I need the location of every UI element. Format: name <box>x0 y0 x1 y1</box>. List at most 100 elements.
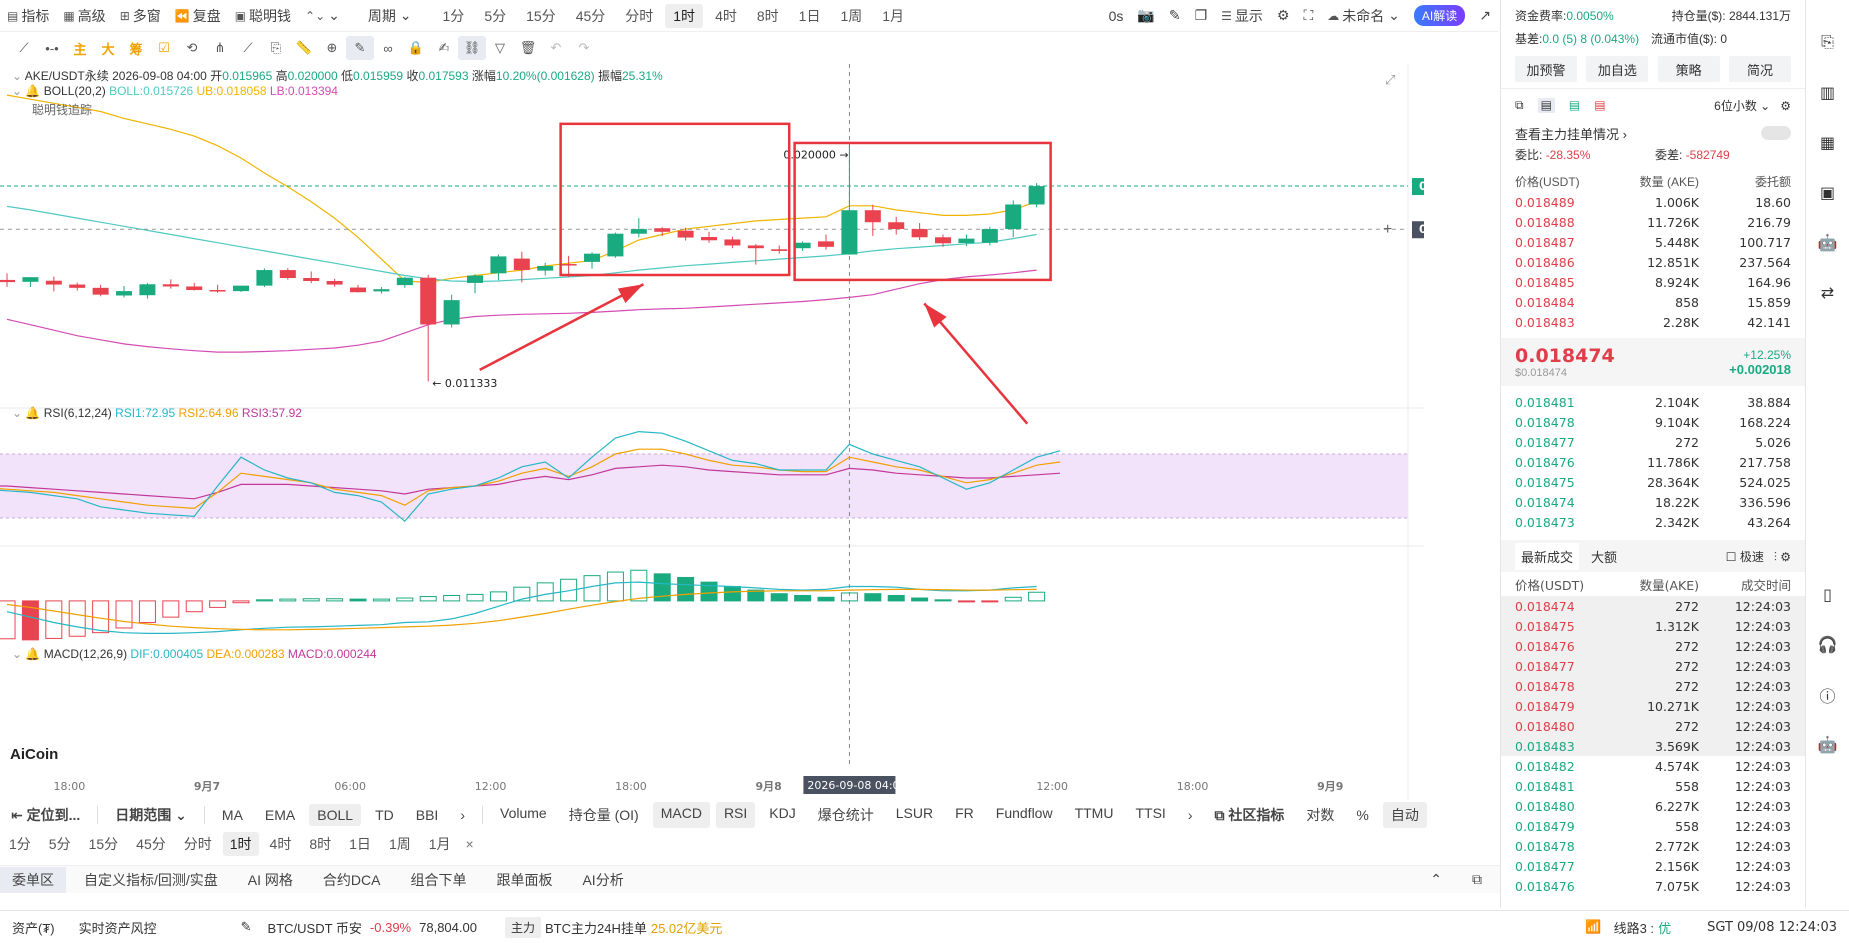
magnet-icon[interactable]: ⋔ <box>214 40 226 55</box>
copy-icon[interactable]: ❐ <box>1194 7 1208 23</box>
candle-body[interactable] <box>139 284 156 296</box>
etf-icon[interactable]: ▣ <box>1819 185 1836 202</box>
close-icon[interactable]: × <box>465 836 474 852</box>
sub-indicator-9[interactable]: TTMU <box>1074 805 1114 821</box>
candle-body[interactable] <box>233 285 250 292</box>
bottom-timeframe-0[interactable]: 1分 <box>9 836 31 852</box>
candle-body[interactable] <box>45 280 62 285</box>
ob-asks-icon[interactable]: ▤ <box>1594 98 1606 112</box>
trash-icon[interactable]: 🗑 <box>519 40 537 55</box>
brush-icon[interactable]: ⟋ <box>243 40 253 55</box>
candle-body[interactable] <box>911 229 928 238</box>
candle-body[interactable] <box>1028 186 1045 205</box>
candle-body[interactable] <box>396 277 413 286</box>
sub-indicator-3[interactable]: RSI <box>715 802 756 828</box>
annotation-arrow[interactable] <box>923 302 1029 425</box>
overview-icon[interactable]: ⎘ <box>1821 34 1834 51</box>
timeframe-9[interactable]: 1周 <box>840 7 863 24</box>
redo-icon[interactable]: ↷ <box>578 40 590 55</box>
candle-body[interactable] <box>490 256 507 274</box>
candle-body[interactable] <box>116 291 133 296</box>
main-indicator-3[interactable]: TD <box>375 807 394 823</box>
edit-icon[interactable]: ✍ <box>438 40 450 55</box>
chart-area[interactable]: 0.0220000.0210000.0200000.0190000.018000… <box>0 64 1424 804</box>
percent-scale-toggle[interactable]: % <box>1356 807 1369 823</box>
right-button-1[interactable]: 加自选 <box>1586 56 1649 82</box>
sub-indicator-1[interactable]: 持仓量 (OI) <box>568 807 639 823</box>
bottom-timeframe-2[interactable]: 15分 <box>88 836 119 852</box>
candle-body[interactable] <box>864 210 881 223</box>
advanced-button[interactable]: ▦ 高级 <box>63 7 106 24</box>
bottom-timeframe-6[interactable]: 4时 <box>269 836 292 852</box>
orderbook-row[interactable]: 0.018483 2.28K 42.141 <box>1515 314 1791 330</box>
orderbook-row[interactable]: 0.018475 28.364K 524.025 <box>1515 474 1791 490</box>
sub-indicator-8[interactable]: Fundflow <box>995 805 1053 821</box>
candle-body[interactable] <box>69 284 86 288</box>
main-ind-more[interactable]: › <box>460 807 465 823</box>
ray-line-icon[interactable]: •-• <box>45 40 59 56</box>
assistant-icon[interactable]: 🤖 <box>1817 737 1838 754</box>
sub-indicator-2[interactable]: MACD <box>652 802 710 828</box>
measure-icon[interactable]: ⎘ <box>270 40 282 55</box>
chain-icon[interactable]: ⛓ <box>458 36 486 60</box>
sub-indicator-0[interactable]: Volume <box>500 805 547 821</box>
right-button-0[interactable]: 加预警 <box>1515 56 1577 82</box>
orderbook-row[interactable]: 0.018473 2.342K 43.264 <box>1515 514 1791 530</box>
candle-body[interactable] <box>958 238 975 244</box>
timeframe-5[interactable]: 1时 <box>665 3 704 28</box>
replay-button[interactable]: ⏪ 复盘 <box>174 7 221 24</box>
candle-body[interactable] <box>373 289 390 292</box>
panel-tab-4[interactable]: 组合下单 <box>410 871 467 888</box>
candle-body[interactable] <box>0 279 16 283</box>
orderbook-row[interactable]: 0.018474 18.22K 336.596 <box>1515 494 1791 510</box>
annotation-arrow[interactable] <box>479 283 645 371</box>
filter-icon[interactable]: ▽ <box>495 40 505 55</box>
right-button-3[interactable]: 简况 <box>1728 56 1791 82</box>
chip-icon[interactable]: 筹 <box>129 41 143 57</box>
candle-body[interactable] <box>560 264 577 266</box>
ruler-icon[interactable]: 📏 <box>295 40 313 55</box>
candle-body[interactable] <box>841 210 858 255</box>
add-line-icon[interactable]: + <box>1383 221 1392 238</box>
bottom-timeframe-10[interactable]: 1月 <box>428 836 451 852</box>
locate-button[interactable]: ⇤ 定位到... <box>11 807 81 823</box>
bottom-timeframe-7[interactable]: 8时 <box>309 836 332 852</box>
candle-body[interactable] <box>537 265 554 271</box>
candle-body[interactable] <box>724 239 741 246</box>
fullscreen-icon[interactable]: ⛶ <box>1303 7 1314 23</box>
pen-icon[interactable]: ✎ <box>1168 7 1181 23</box>
panel-tab-1[interactable]: 自定义指标/回测/实盘 <box>84 871 218 888</box>
main-indicator-2[interactable]: BOLL <box>309 804 362 826</box>
edit-icon[interactable]: ✎ <box>240 919 252 934</box>
candle-body[interactable] <box>209 290 226 292</box>
indicator-button[interactable]: ▤ 指标 <box>7 7 50 24</box>
bottom-timeframe-8[interactable]: 1日 <box>349 836 371 852</box>
candle-body[interactable] <box>256 270 273 286</box>
sub-indicator-10[interactable]: TTSI <box>1135 805 1166 821</box>
sub-indicator-4[interactable]: KDJ <box>769 805 796 821</box>
more-dropdown[interactable]: ⌃⌄ ⌄ <box>305 7 340 23</box>
timeframe-8[interactable]: 1日 <box>798 7 821 24</box>
camera-icon[interactable]: 📷 <box>1137 7 1155 23</box>
candle-body[interactable] <box>1005 204 1022 230</box>
candle-body[interactable] <box>771 249 788 251</box>
sub-indicator-6[interactable]: LSUR <box>895 805 934 821</box>
candle-body[interactable] <box>350 287 367 293</box>
decimals-dropdown[interactable]: 6位小数 <box>1714 99 1757 113</box>
candle-body[interactable] <box>92 287 109 295</box>
ob-both-icon[interactable]: ▤ <box>1537 98 1555 113</box>
latest-trades-tab[interactable]: 最新成交 <box>1515 542 1580 570</box>
sub-indicator-5[interactable]: 爆仓统计 <box>817 807 874 823</box>
candle-body[interactable] <box>701 236 718 241</box>
large-trades-tab[interactable]: 大额 <box>1591 549 1618 565</box>
panel-tab-3[interactable]: 合约DCA <box>322 871 381 888</box>
sync-icon[interactable]: ⟲ <box>186 40 198 55</box>
display-button[interactable]: ☰ 显示 <box>1221 7 1263 24</box>
large-order-icon[interactable]: 大 <box>101 41 115 57</box>
timeframe-0[interactable]: 1分 <box>442 7 465 24</box>
trades-settings-icon[interactable]: ⚙ <box>1780 549 1791 564</box>
candle-body[interactable] <box>22 277 39 282</box>
orderbook-row[interactable]: 0.018476 11.786K 217.758 <box>1515 454 1791 470</box>
candle-body[interactable] <box>677 230 694 238</box>
orderbook-row[interactable]: 0.018489 1.006K 18.60 <box>1515 194 1791 210</box>
